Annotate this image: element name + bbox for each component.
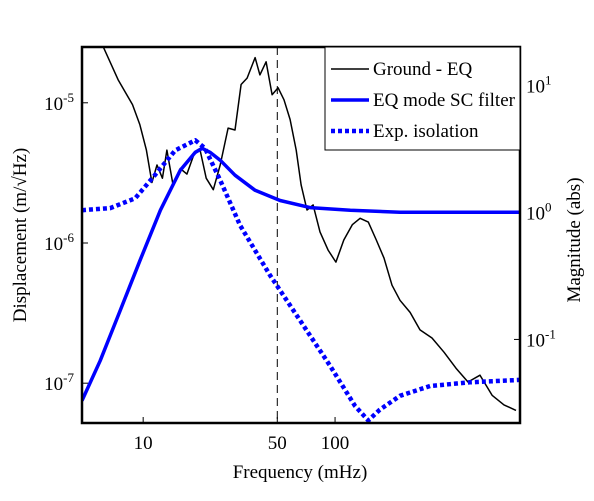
legend-label: EQ mode SC filter [373,90,516,111]
y-tick-label: 10-5 [44,90,74,115]
x-tick-label: 10 [134,433,153,454]
y-tick-label: 10-6 [44,230,74,255]
y-axis-label: Displacement (m/√Hz) [10,148,31,323]
x-tick-label: 50 [268,433,287,454]
plot-area [82,47,520,423]
series-line [102,47,517,412]
legend-label: Ground - EQ [373,59,472,80]
y2-tick-label: 101 [526,72,552,97]
y2-tick-label: 10-1 [526,326,556,351]
x-axis-label: Frequency (mHz) [233,462,368,483]
series-line [82,146,520,402]
x-tick-label: 100 [321,433,350,454]
plot-frame [80,45,522,425]
series-line [82,138,520,423]
legend-label: Exp. isolation [373,121,479,142]
y2-axis-label: Magnitude (abs) [564,177,585,302]
y-tick-label: 10-7 [44,370,74,395]
y2-tick-label: 100 [526,199,552,224]
